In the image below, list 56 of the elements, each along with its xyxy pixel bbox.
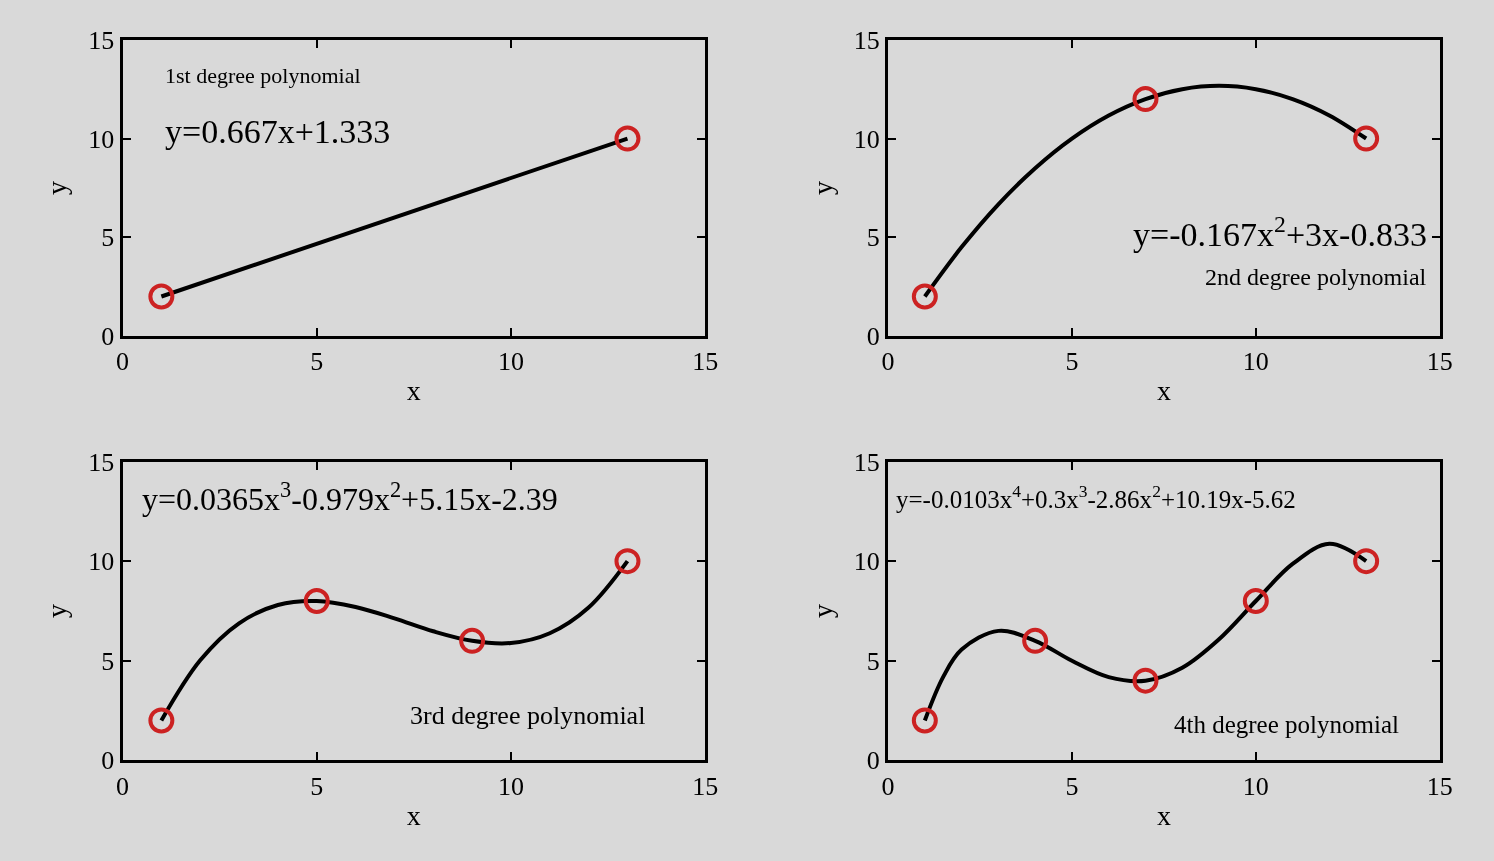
x-tick-label: 10 bbox=[497, 347, 524, 377]
y-tick-label: 15 bbox=[853, 25, 880, 55]
point bbox=[911, 283, 938, 310]
y-tick-label: 0 bbox=[101, 746, 115, 776]
y-tick-label: 10 bbox=[853, 547, 880, 577]
y-tick-label: 0 bbox=[866, 746, 880, 776]
point bbox=[1242, 588, 1269, 614]
point bbox=[459, 627, 486, 654]
y-tick-label: 0 bbox=[101, 322, 115, 352]
x-tick-label: 5 bbox=[310, 347, 324, 377]
y-tick-label: 10 bbox=[88, 547, 115, 577]
x-tick-label: 15 bbox=[1426, 347, 1453, 377]
y-tick-label: 5 bbox=[101, 223, 115, 253]
y-tick-label: 15 bbox=[853, 447, 880, 477]
annotation: 3rd degree polynomial bbox=[410, 701, 646, 730]
annotation: 2nd degree polynomial bbox=[1205, 264, 1427, 290]
y-axis-title: y bbox=[41, 603, 73, 618]
x-tick-label: 5 bbox=[310, 771, 324, 801]
point bbox=[1132, 667, 1159, 694]
y-tick-label: 5 bbox=[866, 223, 880, 253]
y-tick-label: 5 bbox=[866, 646, 880, 676]
x-tick-label: 10 bbox=[1242, 771, 1269, 801]
x-tick-label: 10 bbox=[497, 771, 524, 801]
y-tick-label: 10 bbox=[853, 124, 880, 154]
point bbox=[1132, 86, 1159, 113]
point bbox=[303, 588, 330, 614]
y-axis-title: y bbox=[806, 180, 838, 195]
point bbox=[911, 707, 938, 734]
x-tick-label: 15 bbox=[692, 771, 719, 801]
y-tick-label: 15 bbox=[88, 447, 115, 477]
y-tick-label: 0 bbox=[866, 322, 880, 352]
x-tick-label: 15 bbox=[1426, 771, 1453, 801]
point bbox=[1022, 627, 1049, 654]
annotation: 1st degree polynomial bbox=[165, 63, 361, 88]
annotation: y=0.0365x$^{3}$-0.979x$^{2}$+5.15x-2.39 bbox=[142, 477, 558, 518]
x-axis-title: x bbox=[1156, 799, 1171, 831]
y-axis-title: y bbox=[41, 180, 73, 195]
annotation: 4th degree polynomial bbox=[1174, 711, 1399, 738]
point bbox=[1353, 548, 1380, 575]
point bbox=[148, 707, 175, 734]
y-axis-title: y bbox=[806, 603, 838, 618]
x-tick-label: 10 bbox=[1242, 347, 1269, 377]
x-tick-label: 5 bbox=[1065, 347, 1079, 377]
x-tick-label: 15 bbox=[692, 347, 719, 377]
point bbox=[614, 548, 641, 575]
x-axis-title: x bbox=[406, 375, 421, 407]
x-tick-label: 5 bbox=[1065, 771, 1079, 801]
annotation: y=0.667x+1.333 bbox=[165, 113, 391, 150]
y-tick-label: 5 bbox=[101, 646, 115, 676]
x-axis-title: x bbox=[1156, 375, 1171, 407]
point bbox=[1353, 125, 1380, 152]
y-tick-label: 15 bbox=[88, 25, 115, 55]
annotation: y=-0.0103x$^{4}$+0.3x$^{3}$-2.86x$^{2}$+10.19x-5.62 bbox=[896, 481, 1296, 513]
y-tick-label: 10 bbox=[88, 124, 115, 154]
annotation: y=-0.167x$^{2}$+3x-0.833 bbox=[1133, 211, 1427, 254]
x-axis-title: x bbox=[406, 799, 421, 831]
